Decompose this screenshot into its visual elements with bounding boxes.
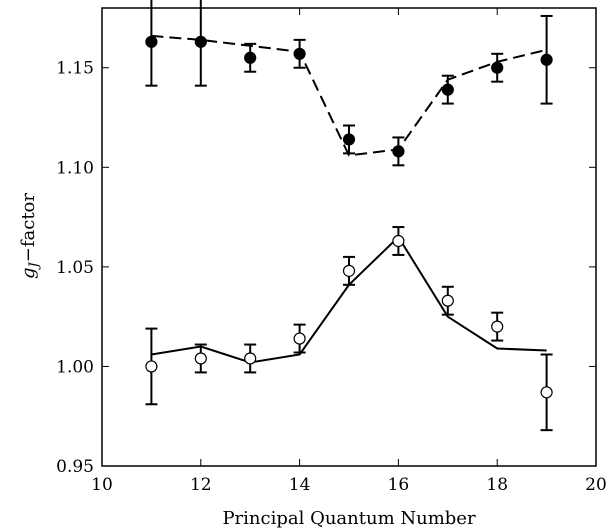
filled-data-point [293,47,306,60]
open-data-point [392,234,405,248]
x-tick-label: 20 [585,475,607,495]
open-data-point [145,360,158,373]
y-tick-label: 1.00 [56,357,94,377]
dashed-fit-line [151,34,547,157]
x-tick-label: 12 [190,475,212,495]
open-data-point [244,352,257,365]
filled-data-point [491,61,504,74]
x-tick-label: 18 [486,475,508,495]
filled-data-point [194,35,207,48]
axis-ticks: 10 12 14 16 18 20 0.95 1.00 1.05 1.10 1.15 [56,8,607,495]
x-tick-label: 16 [388,475,410,495]
filled-data-point [441,83,454,96]
y-tick-label: 1.10 [56,158,94,178]
open-data-point [342,264,356,277]
filled-data-point [392,145,405,158]
plot-frame-rect [101,7,597,467]
x-tick-label: 10 [91,475,113,495]
open-data-point [540,386,553,399]
y-tick-label: 1.15 [56,59,94,79]
open-data-point [293,332,306,345]
y-tick-label: 0.95 [56,457,94,477]
axis-labels: Principal Quantum Number gJ−factor [18,193,476,529]
y-tick-label: 1.05 [56,258,94,278]
filled-data-point [342,133,356,146]
y-axis-label-subscript: J [27,261,42,270]
x-axis-label: Principal Quantum Number [222,508,476,529]
series [145,0,553,432]
open-data-point [441,294,454,307]
filled-data-point [540,53,553,66]
x-tick-label: 14 [289,475,311,495]
filled-data-point [145,35,158,48]
y-axis-label-suffix: −factor [18,193,39,263]
plot-frame [101,7,597,467]
y-axis-label-symbol: g [18,267,39,279]
solid-fit-line [151,235,547,364]
y-axis-label: gJ−factor [18,193,42,279]
open-data-point [194,352,207,365]
filled-data-point [244,51,257,64]
open-data-point [491,320,504,333]
